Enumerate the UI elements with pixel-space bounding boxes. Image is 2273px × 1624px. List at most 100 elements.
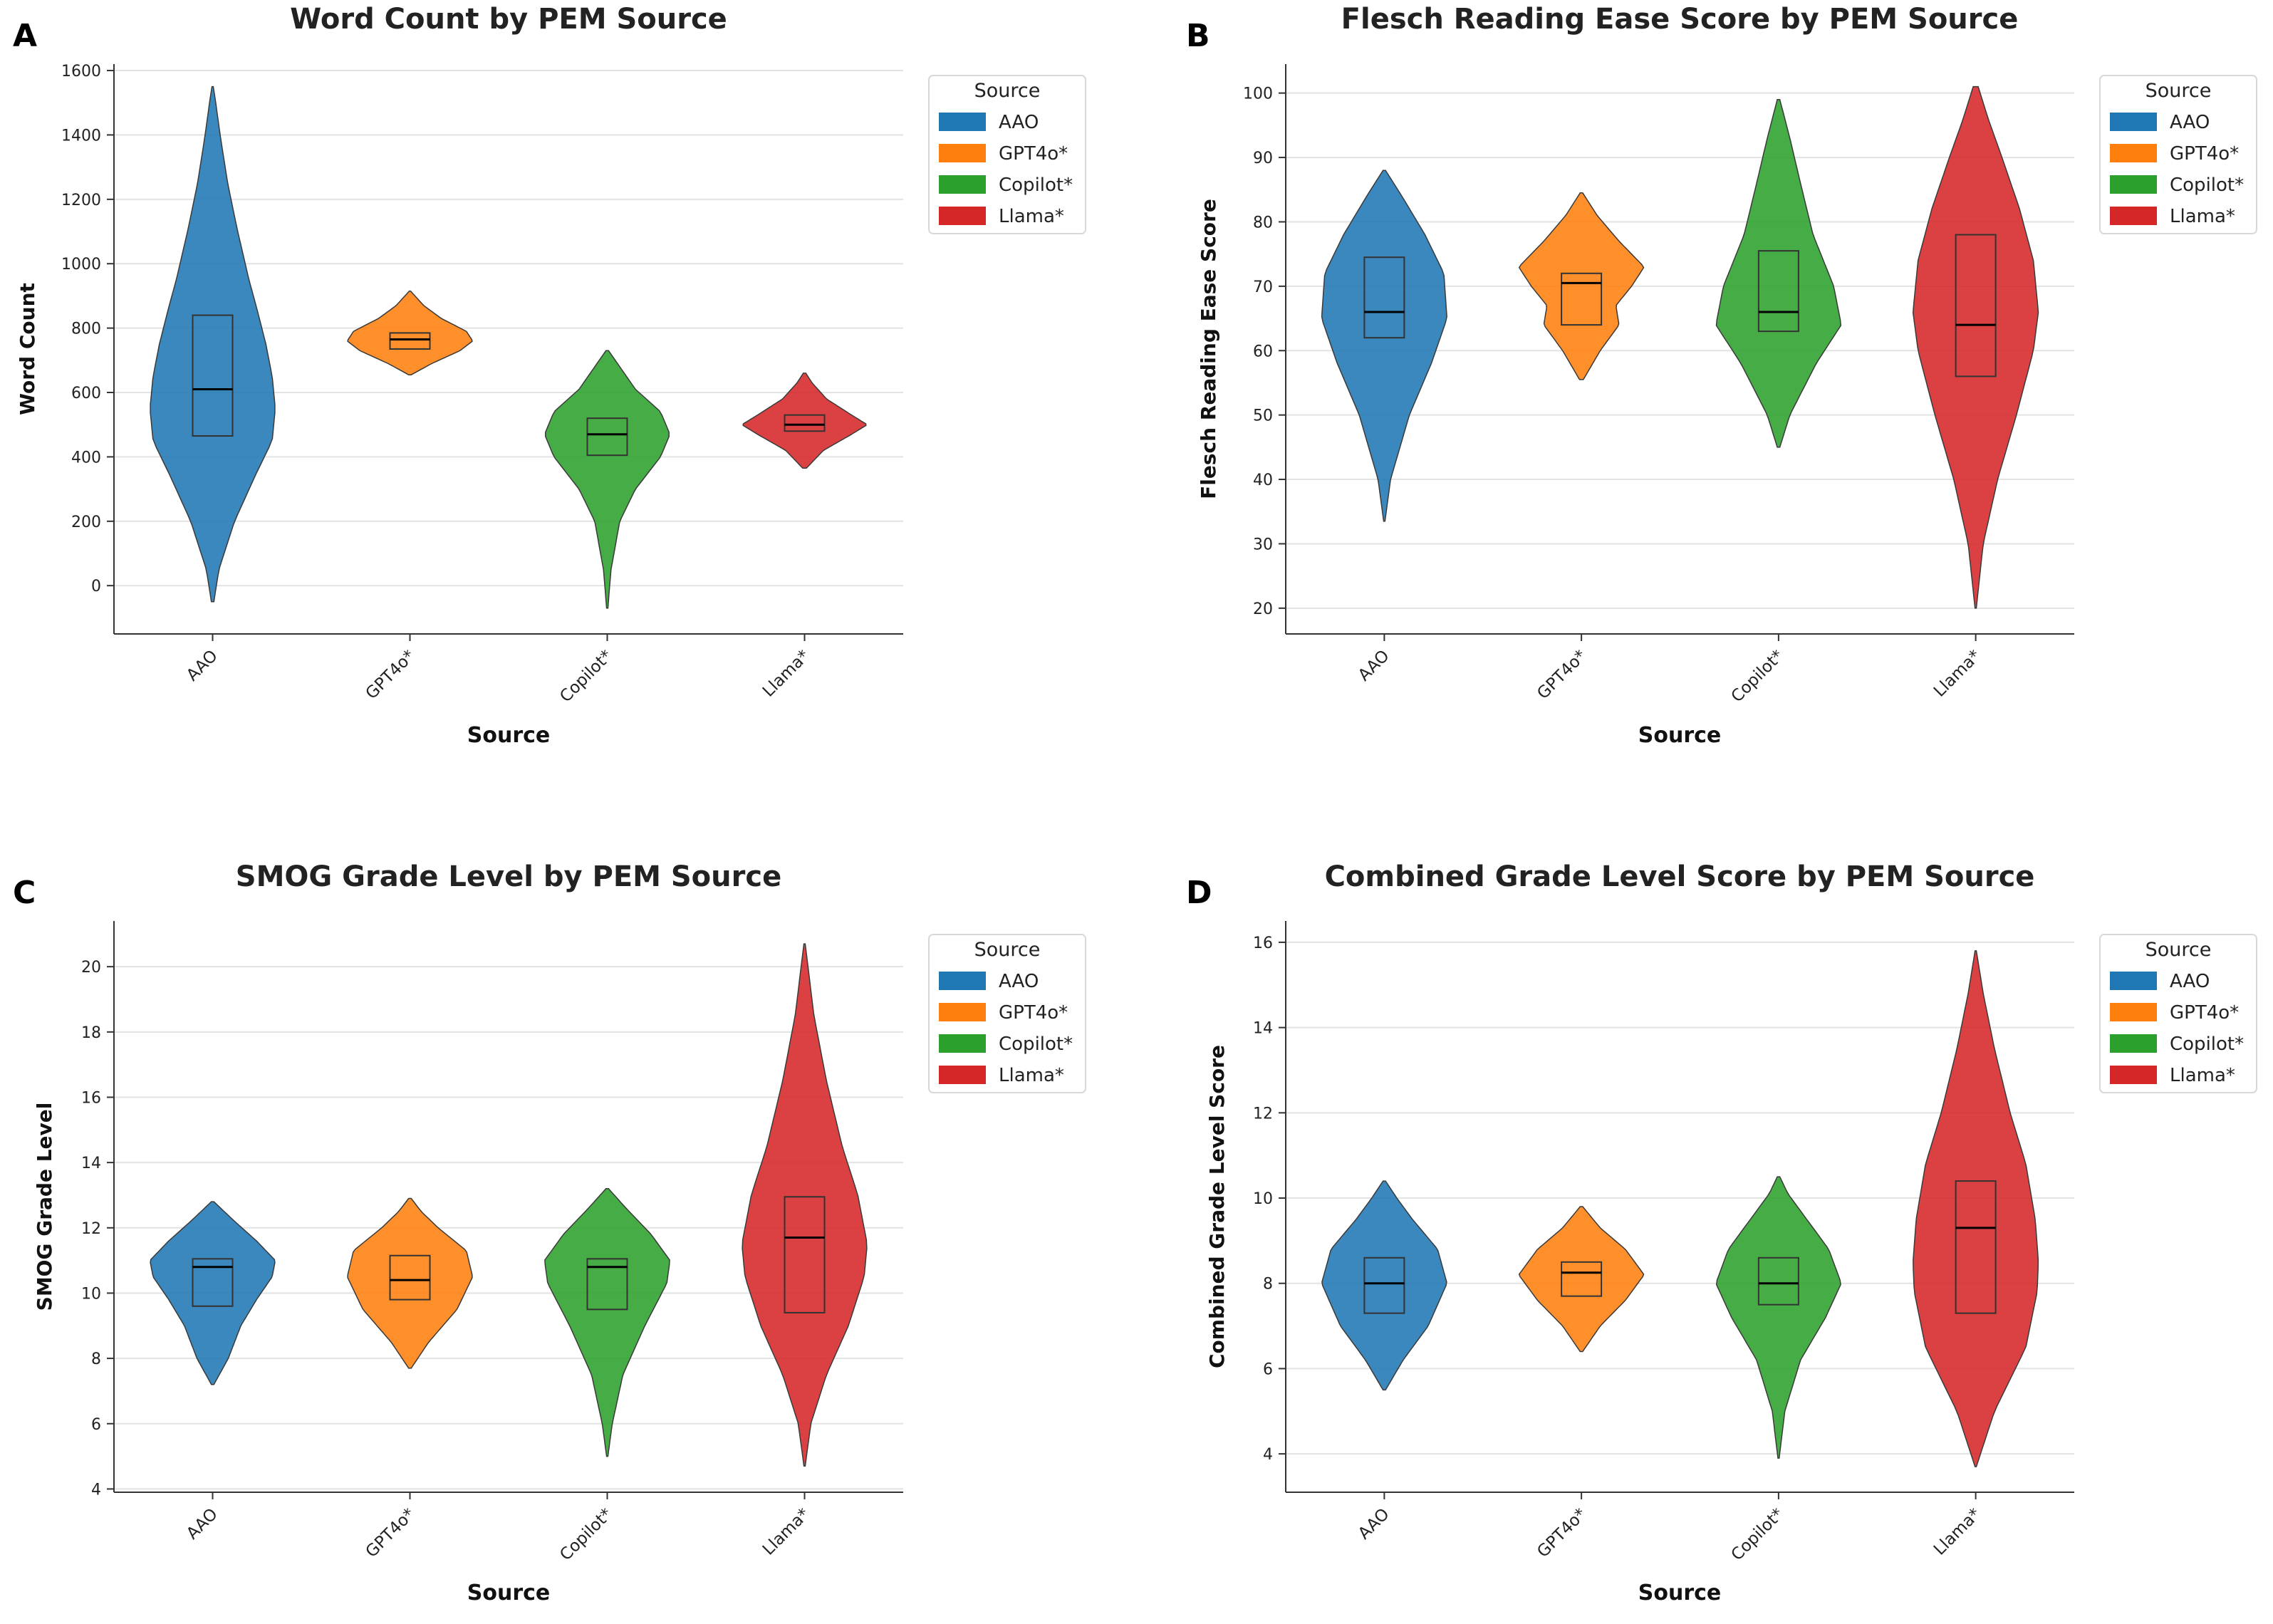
y-axis-label: Flesch Reading Ease Score [1197, 199, 1220, 499]
chart-title: SMOG Grade Level by PEM Source [236, 860, 781, 893]
legend-label-gpt4o: GPT4o* [999, 1002, 1068, 1024]
violin-body [545, 350, 670, 609]
iqr-box [389, 1254, 431, 1301]
y-axis: 4 6 8 10 12 14 16 [1253, 935, 2074, 1464]
iqr-box [784, 1196, 826, 1313]
iqr-box [1757, 1256, 1799, 1306]
y-tick-label: 6 [1263, 1360, 1273, 1378]
y-tick-label: 16 [1253, 935, 1273, 952]
iqr-box [389, 332, 431, 350]
y-tick-label: 16 [81, 1089, 101, 1107]
legend-swatch-aao [2110, 972, 2157, 990]
y-tick-label: 50 [1253, 407, 1273, 425]
violin-body [742, 373, 867, 469]
x-axis-label: Source [1638, 1581, 1722, 1605]
y-axis-label: Combined Grade Level Score [1205, 1045, 1229, 1368]
panel-letter: A [13, 18, 37, 54]
x-tick-label: GPT4o* [1534, 1505, 1590, 1561]
y-tick-label: 1600 [61, 63, 101, 80]
x-tick-label: Copilot* [556, 1505, 616, 1565]
violin-aao [1321, 1180, 1447, 1391]
legend-swatch-copilot [2110, 175, 2157, 194]
y-tick-label: 600 [71, 385, 101, 402]
y-axis-label: Word Count [16, 283, 39, 415]
violin-gpt4o [1518, 192, 1645, 380]
legend-label-llama: Llama* [999, 1065, 1064, 1086]
violin-copilot [1715, 98, 1842, 448]
legend: Source AAO GPT4o* Copilot* Llama* [928, 75, 1086, 234]
y-tick-label: 800 [71, 321, 101, 338]
legend-title: Source [974, 939, 1041, 961]
legend-label-aao: AAO [999, 112, 1039, 133]
y-axis-label: SMOG Grade Level [33, 1103, 56, 1311]
chart-panel-a: A Word Count by PEM Source 0 200 400 600 800 10… [13, 3, 1086, 748]
y-tick-label: 8 [91, 1350, 101, 1368]
panel-letter: B [1186, 18, 1210, 54]
legend-label-llama: Llama* [999, 206, 1064, 227]
violin-aao [1321, 170, 1447, 522]
violin-body [1715, 1176, 1841, 1459]
violin-body [150, 85, 276, 603]
x-axis: AAO GPT4o* Copilot* Llama* [1355, 634, 1985, 706]
y-tick-label: 14 [81, 1155, 101, 1172]
violin-body [742, 943, 868, 1467]
y-tick-label: 10 [1253, 1190, 1273, 1208]
legend-label-aao: AAO [2170, 971, 2210, 992]
legend: Source AAO GPT4o* Copilot* Llama* [2099, 75, 2257, 234]
violin-body [1913, 950, 2039, 1467]
legend-swatch-gpt4o [939, 144, 986, 162]
legend-swatch-copilot [939, 175, 986, 194]
violin-llama [742, 373, 867, 469]
legend-label-gpt4o: GPT4o* [2170, 1002, 2239, 1024]
x-tick-label: Llama* [759, 647, 813, 701]
iqr-box [586, 1258, 628, 1311]
x-axis-label: Source [467, 1581, 551, 1605]
violin-body [1321, 170, 1447, 522]
iqr-box [1955, 234, 1997, 378]
iqr-box [784, 414, 826, 432]
y-tick-label: 100 [1243, 85, 1273, 103]
violin-body [1518, 192, 1645, 380]
chart-panel-c: C SMOG Grade Level by PEM Source 4 6 8 10 12 14… [13, 860, 1086, 1605]
legend-swatch-llama [2110, 1066, 2157, 1084]
legend-label-copilot: Copilot* [2170, 175, 2244, 196]
violin-body [347, 1197, 473, 1369]
legend-label-gpt4o: GPT4o* [2170, 143, 2239, 165]
iqr-box [1757, 250, 1799, 333]
violin-llama [1913, 950, 2039, 1467]
x-tick-label: AAO [1355, 1505, 1393, 1544]
x-axis-label: Source [1638, 723, 1722, 748]
legend-title: Source [2145, 80, 2212, 102]
y-tick-label: 6 [91, 1416, 101, 1434]
x-tick-label: Llama* [1930, 647, 1985, 701]
legend: Source AAO GPT4o* Copilot* Llama* [928, 934, 1086, 1093]
violin-copilot [1715, 1176, 1841, 1459]
legend-swatch-llama [2110, 207, 2157, 225]
legend-swatch-gpt4o [939, 1003, 986, 1021]
x-tick-label: Llama* [1930, 1505, 1985, 1559]
violin-gpt4o [347, 1197, 473, 1369]
violin-aao [150, 1201, 276, 1385]
y-tick-label: 18 [81, 1024, 101, 1042]
chart-title: Combined Grade Level Score by PEM Source [1325, 860, 2035, 893]
violin-llama [742, 943, 868, 1467]
iqr-box [1955, 1180, 1997, 1314]
y-tick-label: 20 [1253, 600, 1273, 618]
iqr-box [1561, 1261, 1603, 1297]
y-tick-label: 20 [81, 959, 101, 977]
legend-swatch-llama [939, 1066, 986, 1084]
x-axis: AAO GPT4o* Copilot* Llama* [1355, 1492, 1985, 1564]
iqr-box [192, 1258, 234, 1307]
y-tick-label: 12 [81, 1220, 101, 1238]
violin-body [1518, 1206, 1645, 1353]
y-tick-label: 1200 [61, 192, 101, 209]
iqr-box [1363, 256, 1405, 339]
x-tick-label: AAO [1355, 647, 1393, 685]
x-tick-label: Copilot* [556, 647, 616, 707]
x-axis: AAO GPT4o* Copilot* Llama* [183, 634, 813, 706]
legend-swatch-aao [939, 113, 986, 131]
x-tick-label: Copilot* [1728, 1505, 1788, 1565]
y-tick-label: 400 [71, 449, 101, 467]
iqr-box [1561, 272, 1603, 326]
